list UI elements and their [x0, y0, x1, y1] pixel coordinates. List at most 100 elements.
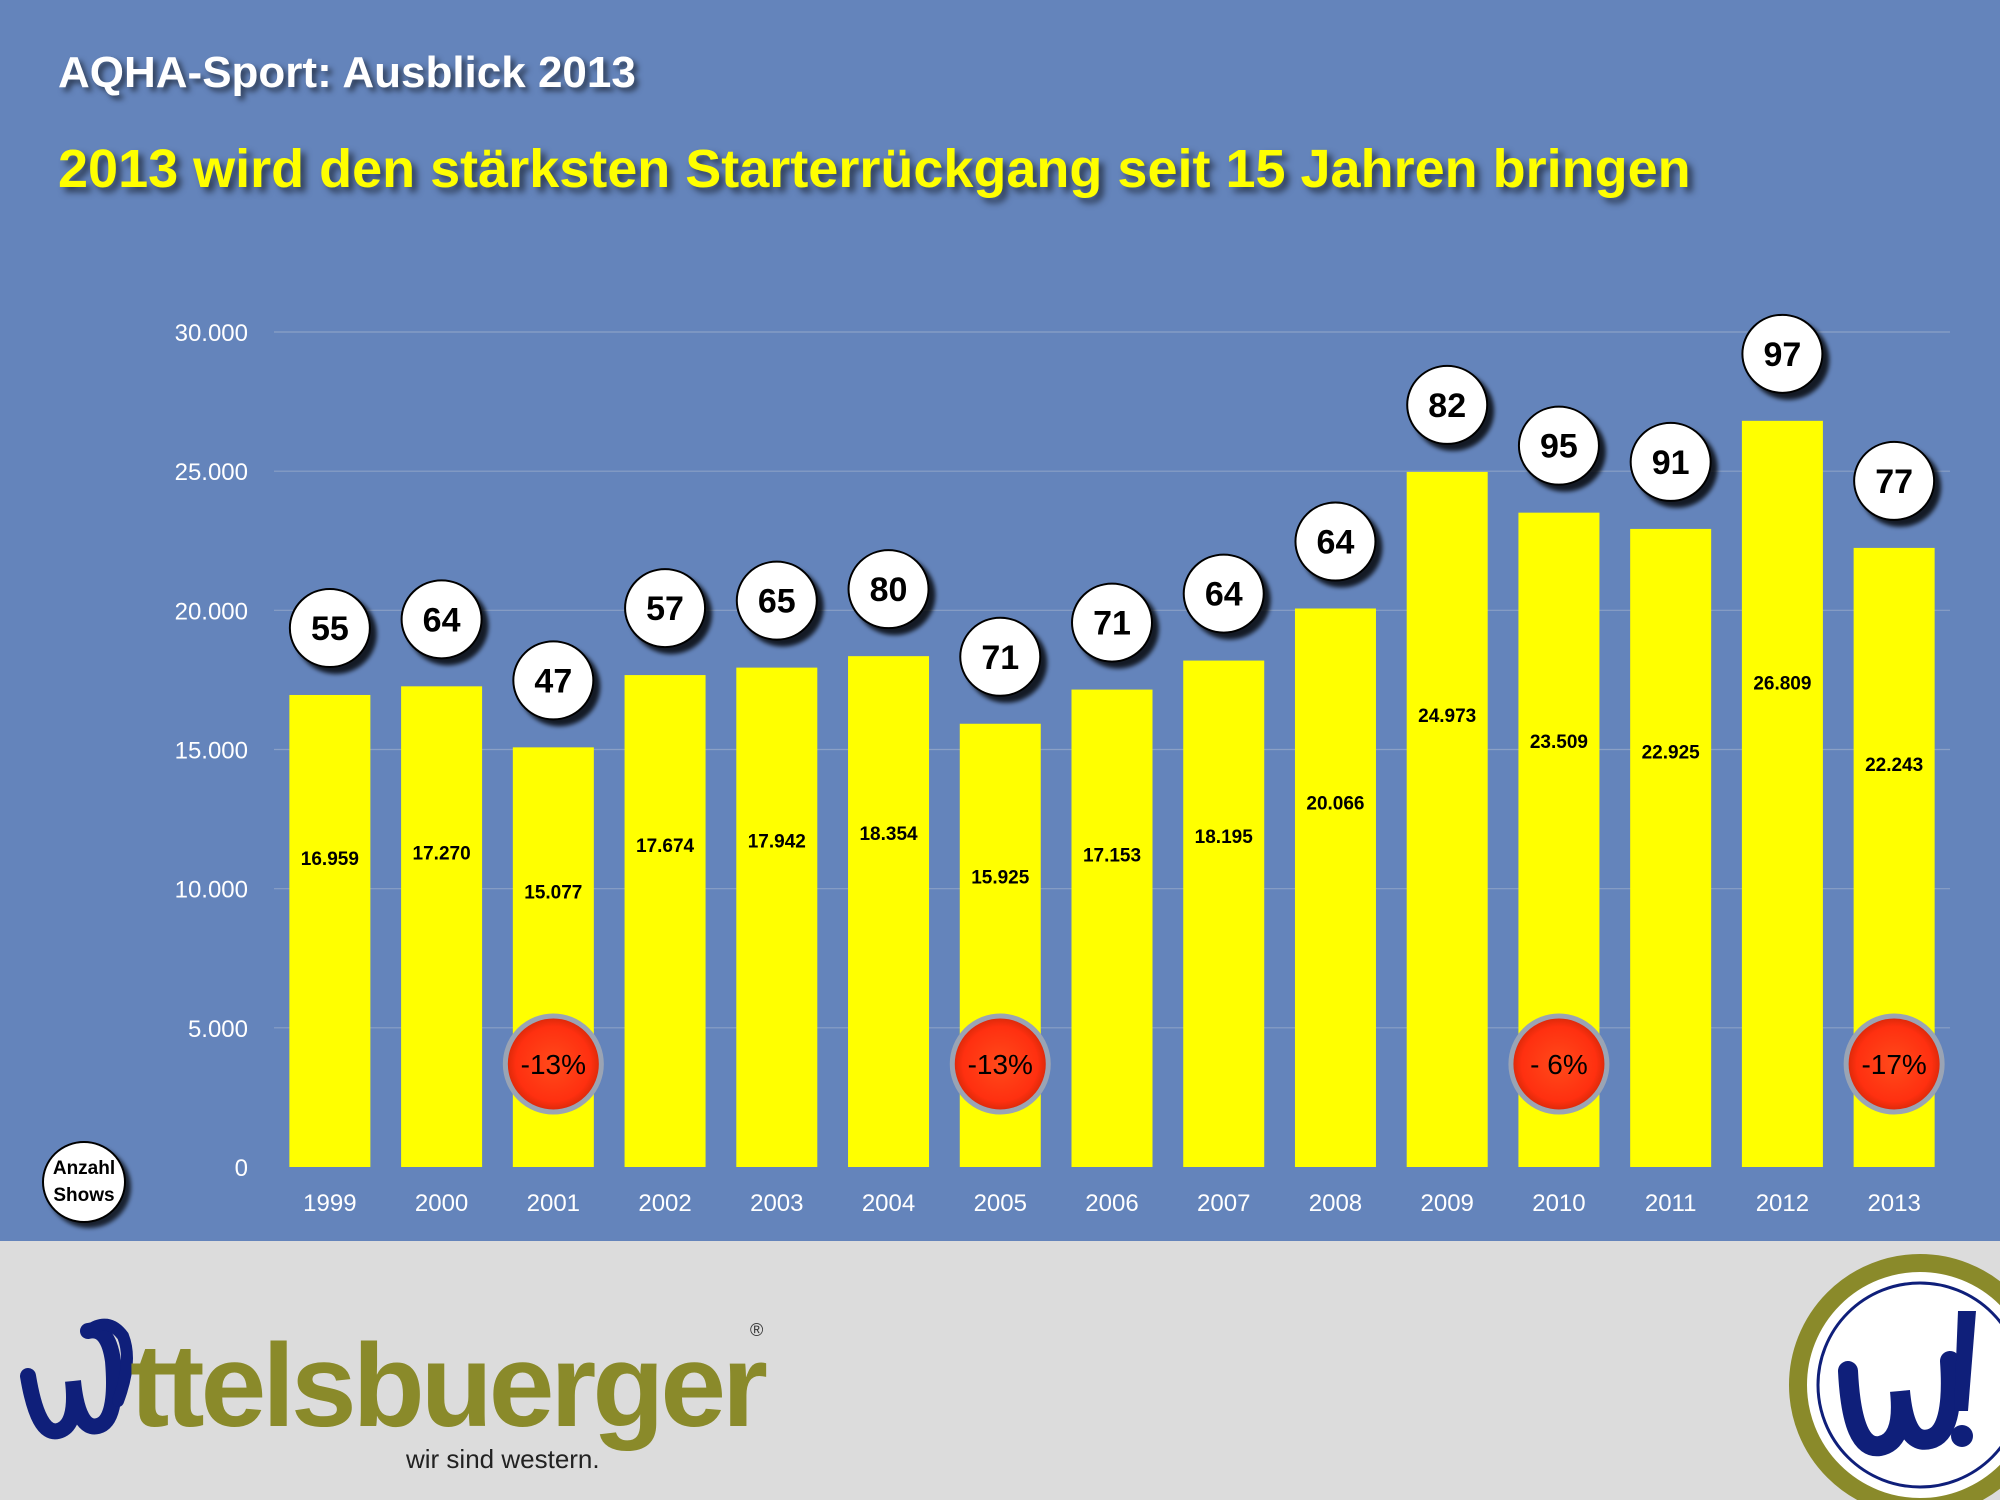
show-count-bubble: [288, 587, 371, 668]
badge-line-1: Anzahl: [53, 1158, 115, 1179]
bar: [1741, 420, 1823, 1167]
change-marker-label: -17%: [1861, 1049, 1926, 1080]
footer: ttelsbuerger ® wir sind western.: [0, 1241, 2000, 1500]
show-count-bubble: [847, 549, 930, 630]
y-tick-label: 10.000: [175, 877, 248, 904]
badge-circle: [42, 1141, 126, 1223]
bar: [848, 656, 930, 1167]
show-count-label: 64: [1205, 576, 1243, 614]
show-count-label: 65: [758, 583, 796, 621]
show-count-label: 64: [1317, 523, 1355, 561]
bar-value-label: 22.243: [1865, 755, 1923, 776]
change-marker: [1508, 1013, 1610, 1115]
show-count-bubble: [1406, 364, 1489, 445]
show-count-bubble: [959, 616, 1042, 697]
show-count-label: 47: [534, 662, 572, 700]
w-exclamation-seal-icon: [1789, 1254, 2000, 1500]
slide-headline: 2013 wird den stärksten Starterrückgang …: [58, 139, 1691, 199]
x-tick-label: 2000: [415, 1190, 468, 1217]
x-tick-label: 2007: [1197, 1190, 1250, 1217]
registered-mark: ®: [750, 1320, 763, 1340]
show-count-label: 91: [1652, 444, 1690, 482]
brand-tagline: wir sind western.: [405, 1444, 600, 1474]
anzahl-shows-badge: Anzahl Shows: [42, 1141, 126, 1223]
x-tick-label: 2004: [862, 1190, 915, 1217]
w-monogram-icon: [20, 1318, 133, 1440]
show-count-label: 57: [646, 590, 684, 628]
y-tick-label: 30.000: [175, 320, 248, 347]
y-tick-label: 15.000: [175, 738, 248, 765]
y-tick-label: 25.000: [175, 459, 248, 486]
show-count-bubble: [1294, 501, 1377, 582]
slide-title: AQHA-Sport: Ausblick 2013: [58, 48, 636, 97]
show-count-bubble: [624, 568, 707, 649]
bar: [1071, 689, 1153, 1167]
x-tick-label: 2003: [750, 1190, 803, 1217]
bar-chart: 0 5.000 10.000 15.000 20.000 25.000 30.000 1999…: [42, 313, 1950, 1223]
show-count-label: 95: [1540, 428, 1578, 466]
x-tick-label: 2013: [1867, 1190, 1920, 1217]
show-count-label: 55: [311, 610, 349, 648]
show-count-label: 77: [1875, 463, 1913, 501]
x-tick-label: 2002: [638, 1190, 691, 1217]
bar: [401, 686, 483, 1167]
show-count-label: 80: [870, 571, 908, 609]
bar-value-label: 20.066: [1306, 794, 1364, 815]
y-tick-label: 0: [235, 1155, 248, 1182]
x-tick-label: 2006: [1085, 1190, 1138, 1217]
bar-value-label: 17.153: [1083, 845, 1141, 866]
x-tick-label: 2010: [1532, 1190, 1585, 1217]
change-marker: [502, 1013, 604, 1115]
show-count-bubble: [1071, 582, 1153, 663]
bar-value-label: 24.973: [1418, 706, 1476, 727]
bar-value-label: 18.195: [1195, 827, 1254, 848]
bar-value-label: 17.674: [636, 836, 695, 857]
change-marker-label: -13%: [968, 1049, 1033, 1080]
show-count-label: 71: [981, 639, 1019, 677]
axes: 0 5.000 10.000 15.000 20.000 25.000 30.000 1999…: [175, 320, 1921, 1217]
x-tick-label: 2009: [1421, 1190, 1474, 1217]
show-count-bubble: [1741, 313, 1824, 394]
change-marker: [949, 1013, 1051, 1115]
bar: [624, 675, 706, 1167]
show-count-bubble: [1182, 553, 1265, 634]
show-count-bubble: [1629, 421, 1712, 502]
x-tick-label: 2008: [1309, 1190, 1362, 1217]
change-marker: [1843, 1013, 1945, 1115]
x-tick-label: 1999: [303, 1190, 356, 1217]
x-tick-label: 2001: [527, 1190, 580, 1217]
bar: [289, 694, 371, 1167]
change-marker-label: -13%: [521, 1049, 586, 1080]
bar-value-label: 15.925: [971, 867, 1030, 888]
bar-value-label: 23.509: [1530, 732, 1588, 753]
y-tick-label: 5.000: [188, 1016, 248, 1043]
bar: [1294, 608, 1376, 1167]
show-count-bubble: [735, 560, 818, 641]
show-count-bubble: [1517, 405, 1600, 486]
bar: [1406, 471, 1488, 1167]
bar-value-label: 16.959: [301, 849, 359, 870]
bar-value-label: 17.270: [413, 843, 471, 864]
show-count-label: 64: [423, 601, 461, 639]
brand-name: ttelsbuerger: [130, 1320, 767, 1452]
show-count-label: 71: [1093, 605, 1131, 643]
data-labels: 16.959 17.270 15.077 17.674 17.942 18.354 15.9…: [301, 673, 1923, 903]
show-count-label: 82: [1428, 387, 1466, 425]
show-count-label: 97: [1763, 336, 1801, 374]
badge-line-2: Shows: [53, 1185, 114, 1206]
x-tick-label: 2005: [974, 1190, 1027, 1217]
wittelsbuerger-logo: ttelsbuerger ® wir sind western.: [20, 1318, 771, 1474]
show-count-bubbles: 55 64 47 57 65 80 71 71 64 64 82 95 91 97 77: [288, 313, 1936, 721]
y-tick-label: 20.000: [175, 598, 248, 625]
bar: [736, 667, 818, 1167]
change-markers: -13% -13% - 6% -17%: [502, 1013, 1945, 1115]
x-tick-label: 2011: [1645, 1190, 1697, 1217]
bar: [1183, 660, 1265, 1167]
show-count-bubble: [400, 579, 483, 660]
change-marker-label: - 6%: [1530, 1049, 1588, 1080]
bar-value-label: 18.354: [859, 824, 918, 845]
bar-value-label: 26.809: [1753, 673, 1811, 694]
bar-value-label: 15.077: [524, 882, 582, 903]
bar: [1630, 528, 1712, 1167]
